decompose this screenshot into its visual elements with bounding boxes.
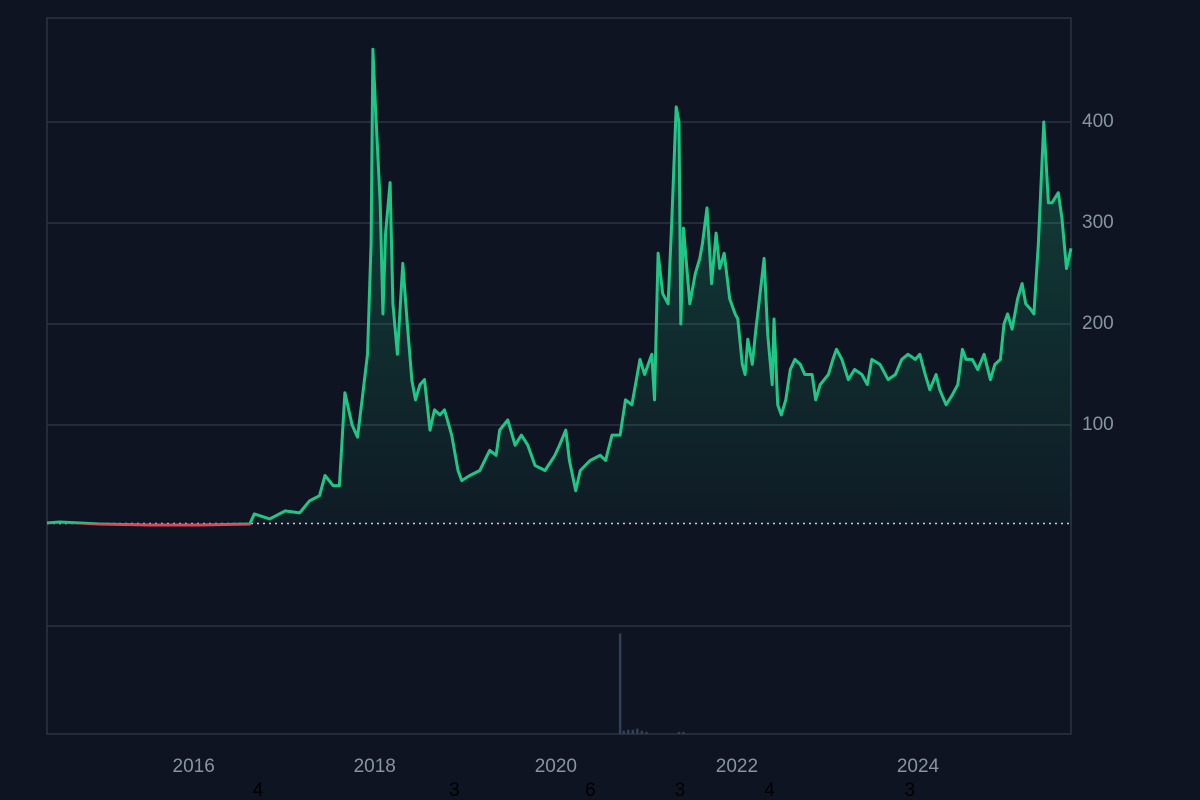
volume-bar <box>627 729 630 734</box>
marker: 6 <box>585 780 596 800</box>
volume-bar <box>682 731 685 734</box>
volume-bar <box>677 731 681 734</box>
marker: 4 <box>253 780 264 800</box>
marker: 3 <box>905 780 916 800</box>
x-tick-label: 2022 <box>716 756 758 777</box>
volume-bar <box>618 633 622 734</box>
x-tick-label: 2020 <box>535 756 577 777</box>
volume-bar <box>622 730 625 734</box>
y-tick-label: 300 <box>1082 212 1114 233</box>
marker: 3 <box>449 780 460 800</box>
x-tick-label: 2024 <box>897 756 940 777</box>
x-tick-label: 2016 <box>173 756 215 777</box>
volume-bar <box>645 731 648 734</box>
price-line <box>46 47 1073 527</box>
volume-bar <box>636 728 639 734</box>
x-tick-label: 2018 <box>354 756 396 777</box>
y-tick-label: 400 <box>1082 111 1114 132</box>
y-tick-label: 200 <box>1082 313 1114 334</box>
marker: 3 <box>675 780 686 800</box>
area-fill <box>47 49 1071 526</box>
volume-bar <box>631 729 634 734</box>
y-tick-label: 100 <box>1082 414 1114 435</box>
marker: 4 <box>764 780 775 800</box>
volume-bar <box>640 730 644 734</box>
